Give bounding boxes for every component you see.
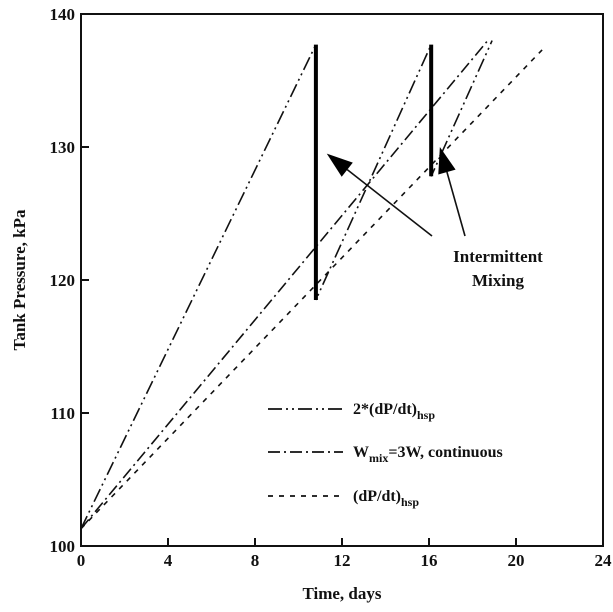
- series-line-1: [80, 40, 493, 530]
- series-lines: [80, 40, 543, 530]
- series-line-3: [80, 49, 543, 530]
- legend-label-3: (dP/dt)hsp: [353, 488, 419, 509]
- y-axis-title-group: Tank Pressure, kPa: [10, 209, 29, 350]
- x-tick-label: 4: [164, 551, 173, 570]
- y-tick-label: 120: [50, 271, 76, 290]
- annotation-arrow-shaft: [346, 169, 433, 237]
- legend-label-2: Wmix=3W, continuous: [353, 444, 503, 465]
- y-tick-label: 110: [50, 404, 75, 423]
- y-tick-label: 140: [50, 5, 76, 24]
- series-line-2: [80, 40, 489, 530]
- annotation-arrow-head: [326, 153, 353, 177]
- annotation-line-2: Mixing: [472, 271, 524, 290]
- annotation-line-1: Intermittent: [453, 247, 543, 266]
- x-tick-label: 20: [508, 551, 525, 570]
- legend-label-1: 2*(dP/dt)hsp: [353, 401, 435, 422]
- legend: 2*(dP/dt)hsp Wmix=3W, continuous (dP/dt)hs…: [268, 401, 503, 509]
- annotation-arrow-shaft: [446, 171, 466, 237]
- x-axis-title: Time, days: [302, 584, 381, 603]
- annotation-arrow-head: [438, 147, 456, 175]
- x-tick-label: 8: [251, 551, 260, 570]
- plot-frame: [80, 13, 604, 547]
- annotation: Intermittent Mixing: [326, 147, 543, 290]
- x-tick-label: 16: [421, 551, 438, 570]
- mixing-drops: [313, 44, 434, 300]
- x-tick-label: 12: [334, 551, 351, 570]
- y-tick-label: 100: [50, 537, 76, 556]
- x-tick-label: 0: [77, 551, 86, 570]
- y-tick-label: 130: [50, 138, 76, 157]
- x-tick-label: 24: [595, 551, 613, 570]
- ticks: 0 4 8 12 16 20 24 100 110 120 130 140: [50, 5, 613, 570]
- y-axis-title: Tank Pressure, kPa: [10, 209, 29, 350]
